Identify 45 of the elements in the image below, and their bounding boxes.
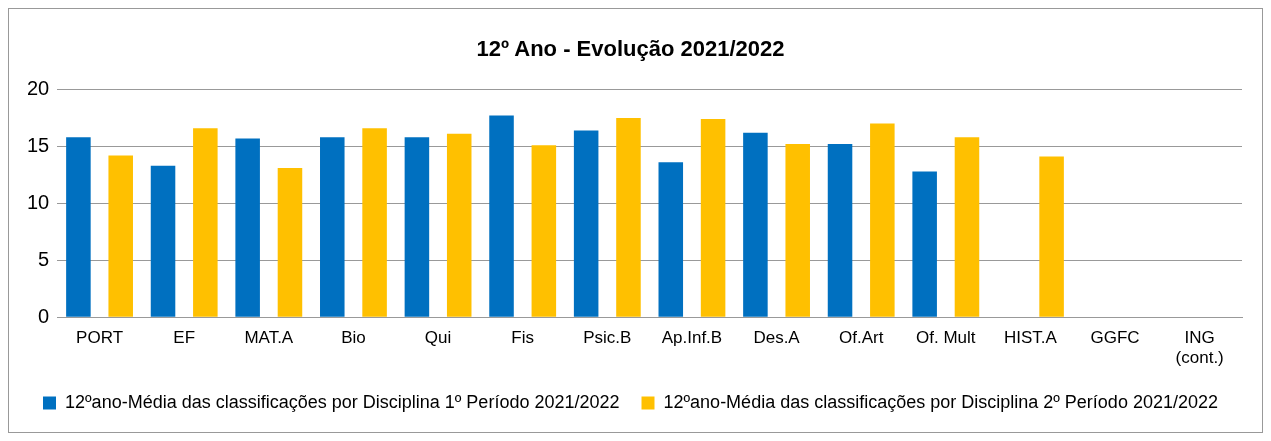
bar bbox=[658, 162, 684, 317]
bar bbox=[193, 128, 218, 317]
x-tick-label: Psic.B bbox=[583, 328, 632, 348]
chart-title: 12º Ano - Evolução 2021/2022 bbox=[476, 36, 785, 62]
bar bbox=[743, 132, 768, 317]
x-tick-label: Des.A bbox=[753, 328, 801, 348]
y-tick-label: 20 bbox=[27, 76, 50, 99]
bar bbox=[277, 167, 303, 317]
bar bbox=[827, 144, 853, 317]
x-tick-label: Of. Mult bbox=[916, 328, 976, 348]
x-tick-label: ING (cont.) bbox=[1175, 328, 1224, 368]
bar bbox=[150, 165, 176, 317]
legend-label: 12ºano-Média das classificações por Disciplina 2º Período 2021/2022 bbox=[663, 391, 1218, 412]
x-tick-label: Ap.Inf.B bbox=[661, 328, 723, 348]
x-tick-label: HIST.A bbox=[1003, 328, 1058, 348]
bar bbox=[785, 144, 810, 317]
bar bbox=[404, 137, 430, 317]
bar bbox=[108, 155, 133, 317]
bar bbox=[912, 171, 937, 317]
y-tick-label: 5 bbox=[38, 247, 50, 270]
bar bbox=[573, 130, 599, 317]
x-tick-label: EF bbox=[173, 328, 196, 348]
bar bbox=[616, 117, 641, 317]
x-tick-label: Of.Art bbox=[838, 328, 884, 348]
x-tick-label: GGFC bbox=[1090, 328, 1140, 348]
bar bbox=[870, 123, 895, 317]
bar bbox=[235, 138, 260, 317]
x-tick-label: Qui bbox=[424, 328, 452, 348]
bar bbox=[489, 115, 514, 317]
bar bbox=[1039, 156, 1064, 317]
legend-label: 12ºano-Média das classificações por Disciplina 1º Período 2021/2022 bbox=[65, 391, 620, 412]
x-tick-label: Bio bbox=[341, 328, 366, 348]
x-tick-label: Fis bbox=[511, 328, 535, 348]
bar bbox=[531, 145, 557, 317]
bar bbox=[700, 119, 726, 317]
bar bbox=[446, 133, 472, 317]
x-tick-label: PORT bbox=[76, 328, 124, 348]
y-tick-label: 0 bbox=[38, 304, 50, 327]
x-tick-label: MAT.A bbox=[244, 328, 294, 348]
bar bbox=[954, 137, 980, 317]
bar bbox=[320, 137, 345, 317]
y-tick-label: 10 bbox=[27, 190, 50, 213]
y-tick-label: 15 bbox=[27, 133, 50, 156]
bar bbox=[66, 137, 91, 317]
bar bbox=[362, 128, 387, 317]
